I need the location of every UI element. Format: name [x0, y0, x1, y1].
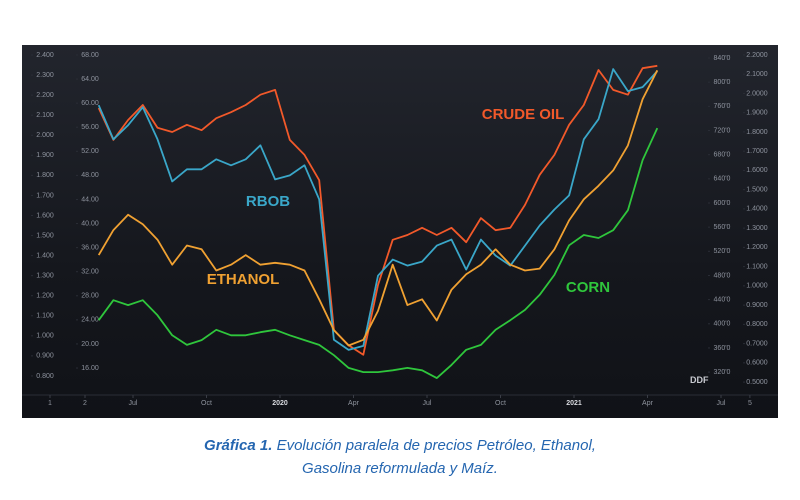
y-tick-label: 1.100: [36, 313, 54, 320]
y2-tick-label: 60.00: [81, 100, 99, 107]
x-tick-label: 1: [48, 400, 52, 407]
y2-tick-label: 20.00: [81, 341, 99, 348]
y4-tick-label: 1.1000: [746, 263, 768, 270]
y-tick-label: 0.900: [36, 353, 54, 360]
y-tick-label: 1.400: [36, 252, 54, 259]
y2-tick-label: 56.00: [81, 124, 99, 131]
y4-tick-label: 1.6000: [746, 167, 768, 174]
y2-tick-label: 40.00: [81, 220, 99, 227]
y4-tick-label: 1.7000: [746, 148, 768, 155]
y-tick-label: 2.400: [36, 52, 54, 59]
series-label: CORN: [566, 279, 610, 296]
y3-tick-label: 320'0: [714, 369, 731, 376]
y2-tick-label: 48.00: [81, 172, 99, 179]
y3-tick-label: 560'0: [714, 224, 731, 231]
y3-tick-label: 800'0: [714, 79, 731, 86]
y4-tick-label: 0.7000: [746, 340, 768, 347]
x-tick-label: 2021: [566, 400, 582, 407]
y-tick-label: 1.500: [36, 232, 54, 239]
y4-tick-label: 1.9000: [746, 110, 768, 117]
y4-tick-label: 2.1000: [746, 71, 768, 78]
series-line: [97, 69, 659, 347]
y-tick-label: 1.300: [36, 272, 54, 279]
y3-tick-label: 360'0: [714, 345, 731, 352]
y4-tick-label: 0.6000: [746, 360, 768, 367]
lines: [97, 64, 659, 379]
y-tick-label: 0.800: [36, 373, 54, 380]
y2-tick-label: 28.00: [81, 293, 99, 300]
y4-tick-label: 0.5000: [746, 379, 768, 386]
y3-tick-label: 600'0: [714, 200, 731, 207]
series-label: ETHANOL: [207, 271, 280, 288]
x-tick-label: Apr: [348, 400, 360, 407]
y-tick-label: 1.900: [36, 152, 54, 159]
y-tick-label: 1.800: [36, 172, 54, 179]
x-tick-label: 2020: [272, 400, 288, 407]
y2-tick-label: 64.00: [81, 76, 99, 83]
y3-tick-label: 640'0: [714, 176, 731, 183]
y-tick-label: 2.300: [36, 72, 54, 79]
y3-tick-label: 720'0: [714, 127, 731, 134]
y4-tick-label: 2.0000: [746, 90, 768, 97]
y4-tick-label: 1.2000: [746, 244, 768, 251]
y3-tick-label: 480'0: [714, 272, 731, 279]
y2-tick-label: 68.00: [81, 52, 99, 59]
y3-tick-label: 440'0: [714, 296, 731, 303]
y4-tick-label: 0.9000: [746, 302, 768, 309]
y4-tick-label: 1.8000: [746, 129, 768, 136]
y3-tick-label: 840'0: [714, 55, 731, 62]
x-tick-label: 5: [748, 400, 752, 407]
y2-tick-label: 44.00: [81, 196, 99, 203]
x-tick-label: 2: [83, 400, 87, 407]
y-tick-label: 1.600: [36, 212, 54, 219]
y2-tick-label: 24.00: [81, 317, 99, 324]
y3-tick-label: 680'0: [714, 152, 731, 159]
y3-tick-label: 520'0: [714, 248, 731, 255]
x-tick-label: Oct: [201, 400, 212, 407]
caption-label: Gráfica 1.: [204, 437, 272, 454]
y3-tick-label: 400'0: [714, 321, 731, 328]
y-tick-label: 1.000: [36, 333, 54, 340]
y-tick-label: 1.700: [36, 192, 54, 199]
x-tick-label: Jul: [717, 400, 726, 407]
y-tick-label: 1.200: [36, 293, 54, 300]
x-tick-label: Jul: [129, 400, 138, 407]
caption-line: Evolución paralela de precios Petróleo, …: [272, 437, 596, 454]
y4-tick-label: 1.4000: [746, 206, 768, 213]
series-line: [97, 127, 659, 379]
caption: Gráfica 1. Evolución paralela de precios…: [204, 437, 596, 454]
x-tick-label: Oct: [495, 400, 506, 407]
x-tick-label: Jul: [423, 400, 432, 407]
series-labels: CRUDE OIL RBOB ETHANOL CORN: [207, 106, 610, 296]
y4-tick-label: 1.0000: [746, 283, 768, 290]
y2-tick-label: 16.00: [81, 365, 99, 372]
y-tick-label: 2.200: [36, 92, 54, 99]
y2-tick-label: 52.00: [81, 148, 99, 155]
caption-line: Gasolina reformulada y Maíz.: [302, 460, 498, 477]
y4-tick-label: 0.8000: [746, 321, 768, 328]
y2-tick-label: 32.00: [81, 269, 99, 276]
series-label: CRUDE OIL: [482, 106, 565, 123]
chart-panel: [22, 45, 778, 418]
x-tick-label: Apr: [642, 400, 654, 407]
series-line: [97, 64, 658, 356]
y-tick-label: 2.100: [36, 112, 54, 119]
y4-tick-label: 2.2000: [746, 52, 768, 59]
y2-tick-label: 36.00: [81, 244, 99, 251]
logo: DDF: [690, 375, 709, 385]
y3-tick-label: 760'0: [714, 103, 731, 110]
y4-tick-label: 1.3000: [746, 225, 768, 232]
y-tick-label: 2.000: [36, 132, 54, 139]
series-label: RBOB: [246, 193, 290, 210]
y4-tick-label: 1.5000: [746, 186, 768, 193]
series-line: [97, 68, 658, 351]
axes: 2.400 2.300 2.200 2.100 2.000 1.900 1.800 1.700…: [31, 52, 768, 407]
